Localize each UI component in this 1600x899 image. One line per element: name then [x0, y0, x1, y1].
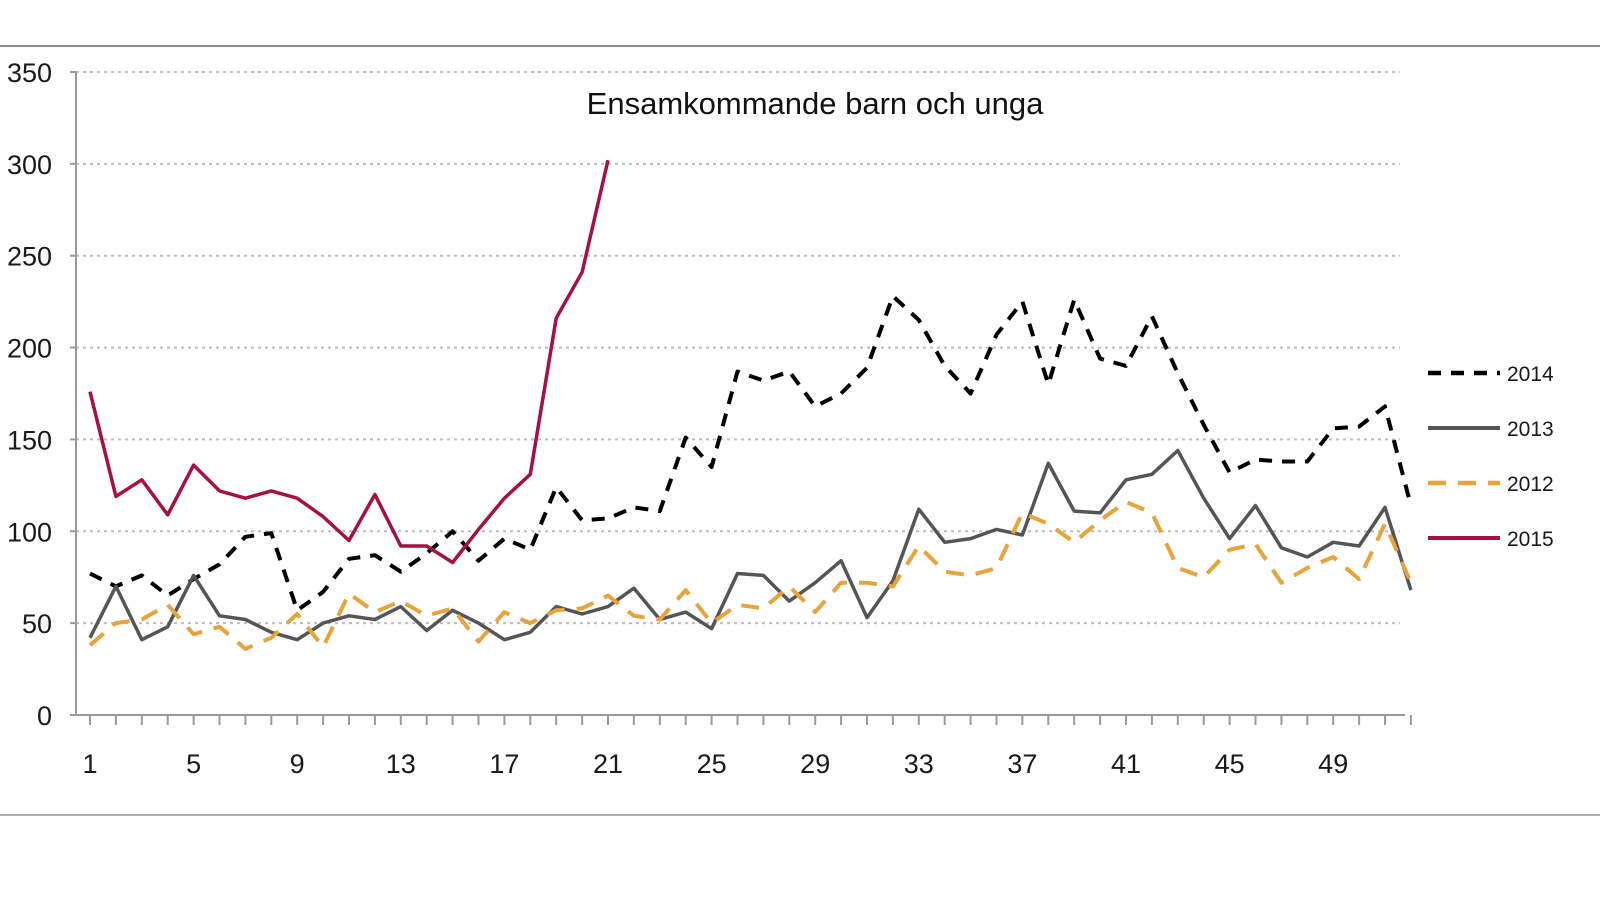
legend-label-2012: 2012	[1507, 473, 1554, 496]
x-tick-label: 21	[593, 749, 623, 779]
y-tick-label: 150	[7, 425, 52, 455]
x-tick-label: 29	[800, 749, 830, 779]
y-tick-label: 250	[7, 242, 52, 272]
y-tick-label: 0	[37, 701, 52, 731]
x-tick-label: 9	[290, 749, 305, 779]
y-tick-label: 100	[7, 517, 52, 547]
y-tick-label: 300	[7, 150, 52, 180]
series-line-2012	[88, 499, 1413, 651]
chart-title: Ensamkommande barn och unga	[587, 86, 1044, 121]
series-lines	[88, 159, 1413, 651]
y-tick-label: 50	[22, 609, 52, 639]
x-tick-label: 17	[489, 749, 519, 779]
x-tick-label: 37	[1007, 749, 1037, 779]
legend-item-2013: 2013	[1428, 418, 1554, 441]
legend: 2014 2013 2012 2015	[1428, 363, 1554, 551]
legend-item-2014: 2014	[1428, 363, 1554, 386]
x-tick-label: 45	[1215, 749, 1245, 779]
x-tick-label: 1	[82, 749, 97, 779]
legend-item-2015: 2015	[1428, 528, 1554, 551]
y-tick-label: 350	[7, 58, 52, 88]
x-tick-label: 41	[1111, 749, 1141, 779]
y-tick-labels: 0 50 100 150 200 250 300 350	[7, 58, 52, 731]
legend-label-2014: 2014	[1507, 363, 1554, 386]
series-line-2014	[89, 294, 1413, 613]
x-tick-label: 33	[904, 749, 934, 779]
x-tick-label: 49	[1318, 749, 1348, 779]
x-tick-label: 5	[186, 749, 201, 779]
x-tick-label: 13	[386, 749, 416, 779]
axes	[70, 71, 1412, 725]
y-tick-label: 200	[7, 334, 52, 364]
x-tick-labels: 1 5 9 13 17 21 25 29 33 37 41 45 49	[82, 749, 1348, 779]
legend-label-2015: 2015	[1507, 528, 1554, 551]
legend-label-2013: 2013	[1507, 418, 1554, 441]
legend-item-2012: 2012	[1428, 473, 1554, 496]
x-tick-label: 25	[697, 749, 727, 779]
series-line-2015	[88, 159, 610, 565]
